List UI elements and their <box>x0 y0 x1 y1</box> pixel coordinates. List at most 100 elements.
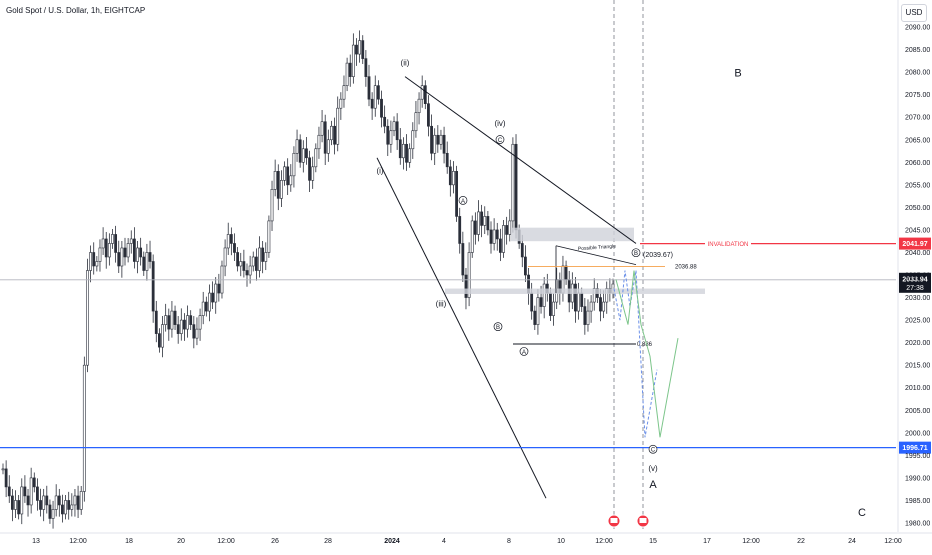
candle-body <box>189 315 193 325</box>
resistance-zone <box>511 227 634 242</box>
candle-body <box>389 130 393 145</box>
candle-body <box>458 216 462 244</box>
candle-body <box>54 495 58 510</box>
y-tick-label: 2020.00 <box>905 340 930 347</box>
y-tick-label: 2085.00 <box>905 47 930 54</box>
x-tick-label: 15 <box>649 538 657 545</box>
candle-body <box>148 252 152 262</box>
triangle-label: Possible Triangle <box>578 244 617 253</box>
currency-button[interactable]: USD <box>901 4 927 22</box>
y-tick-label: 2065.00 <box>905 137 930 144</box>
candle-body <box>7 486 11 497</box>
candle-body <box>233 243 236 253</box>
current-price-text: 2033.94 <box>902 276 927 283</box>
y-tick-label: 2045.00 <box>905 227 930 234</box>
candle-body <box>183 319 186 330</box>
candle-body <box>480 211 484 226</box>
candle-body <box>330 125 333 141</box>
candle-body <box>467 252 471 298</box>
candle-body <box>589 301 593 312</box>
overlay-layer: INVALIDATION 2041.97 1996.71 2033.94 27:38 0.… <box>0 0 931 532</box>
candle-body <box>505 225 509 235</box>
candle-body <box>64 500 67 515</box>
x-tick-label: 22 <box>797 538 805 545</box>
y-tick-label: 2010.00 <box>905 385 930 392</box>
candle-body <box>248 265 252 276</box>
candle-layer <box>1 30 615 529</box>
candle-body <box>351 44 355 77</box>
candle-body <box>79 491 83 510</box>
candle-body <box>208 292 211 312</box>
candle-body <box>427 103 430 127</box>
candle-body <box>14 500 17 510</box>
circled-wave-label: A <box>461 199 465 205</box>
candle-body <box>289 175 293 186</box>
candle-body <box>273 171 277 190</box>
candle-body <box>17 500 21 515</box>
candle-body <box>320 121 324 136</box>
candle-body <box>489 229 493 244</box>
circled-wave-label: C <box>498 138 503 144</box>
candle-body <box>4 468 8 488</box>
y-tick-label: 2055.00 <box>905 182 930 189</box>
circled-wave-marker <box>458 196 468 205</box>
candle-body <box>326 139 330 154</box>
candle-body <box>101 238 105 249</box>
candle-body <box>154 310 158 334</box>
candle-body <box>524 256 527 276</box>
candle-body <box>533 310 537 325</box>
candle-body <box>276 171 280 199</box>
price-note-1: (2039.67) <box>643 252 673 259</box>
candle-body <box>1 468 5 471</box>
candle-body <box>602 301 606 312</box>
wedge-upper-line <box>404 76 637 244</box>
candle-body <box>520 243 524 258</box>
candle-body <box>358 40 362 55</box>
y-tick-label: 2035.00 <box>905 273 930 280</box>
candle-body <box>111 234 114 244</box>
candle-body <box>552 301 555 316</box>
y-tick-label: 2030.00 <box>905 295 930 302</box>
candle-body <box>242 261 246 271</box>
candle-body <box>502 225 505 253</box>
candle-body <box>226 234 230 249</box>
candle-body <box>430 125 433 154</box>
candle-body <box>204 301 208 312</box>
circled-wave-marker <box>648 444 658 454</box>
candle-body <box>405 143 408 163</box>
candle-body <box>508 220 512 235</box>
candle-body <box>104 238 108 258</box>
candle-body <box>364 58 368 77</box>
candle-body <box>542 283 546 307</box>
candle-body <box>176 324 180 334</box>
candle-body <box>170 310 174 330</box>
fib-0886-label: 0.886 <box>637 342 653 348</box>
wave-label: B <box>734 68 741 80</box>
candle-body <box>151 261 155 312</box>
candle-body <box>258 247 261 271</box>
candle-body <box>392 121 396 132</box>
candle-body <box>452 171 455 186</box>
candle-body <box>333 125 336 145</box>
candle-body <box>308 157 311 181</box>
circled-wave-marker <box>493 322 503 331</box>
candle-body <box>254 256 258 271</box>
candle-body <box>414 112 418 132</box>
candle-body <box>492 229 496 244</box>
y-tick-label: 2015.00 <box>905 363 930 370</box>
candle-body <box>577 292 580 312</box>
candle-body <box>473 220 477 235</box>
candle-body <box>298 139 302 163</box>
x-tick-label: 18 <box>125 538 133 545</box>
candle-body <box>29 477 33 506</box>
candle-body <box>186 315 189 330</box>
x-tick-label: 12:00 <box>884 538 902 545</box>
y-tick-label: 1995.00 <box>905 453 930 460</box>
projection-blue-path <box>613 270 658 438</box>
current-price-tag <box>899 272 931 293</box>
candle-body <box>583 306 587 325</box>
wave-label: C <box>858 507 866 519</box>
us-flag-icon-inner <box>639 518 647 523</box>
candle-body <box>132 238 136 262</box>
